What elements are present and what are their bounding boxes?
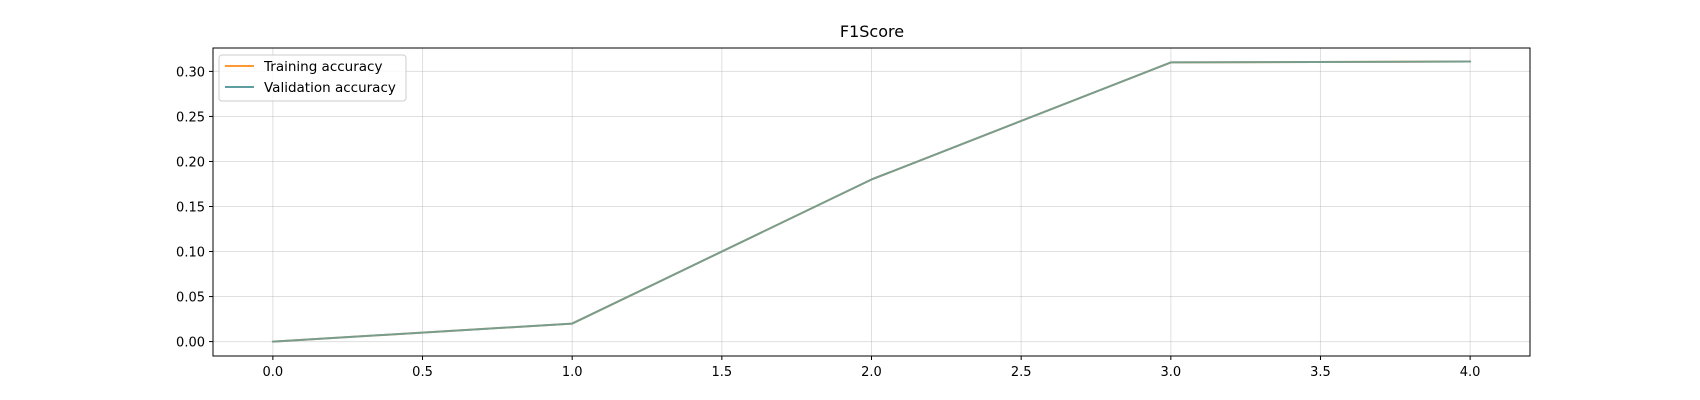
series-lines <box>271 60 1472 343</box>
y-axis: 0.00 0.05 0.10 0.15 0.20 0.25 0.30 <box>176 65 213 351</box>
legend-box <box>218 54 407 102</box>
chart-title: F1Score <box>840 22 904 41</box>
x-tick-label: 2.5 <box>1011 365 1032 380</box>
grid-lines <box>213 48 1530 356</box>
x-tick-label: 0.0 <box>263 365 284 380</box>
legend-label-training: Training accuracy <box>263 59 382 75</box>
y-tick-label: 0.20 <box>176 155 205 170</box>
legend: Training accuracy Validation accuracy <box>218 54 407 102</box>
x-tick-label: 1.5 <box>711 365 732 380</box>
y-tick-label: 0.05 <box>176 291 205 306</box>
x-tick-label: 3.0 <box>1160 365 1181 380</box>
y-tick-label: 0.30 <box>176 65 205 80</box>
x-tick-label: 0.5 <box>412 365 433 380</box>
x-tick-label: 2.0 <box>861 365 882 380</box>
y-tick-label: 0.00 <box>176 336 205 351</box>
x-tick-label: 4.0 <box>1460 365 1481 380</box>
x-tick-label: 3.5 <box>1310 365 1331 380</box>
x-tick-label: 1.0 <box>562 365 583 380</box>
x-axis: 0.0 0.5 1.0 1.5 2.0 2.5 3.0 3.5 4.0 <box>263 356 1481 380</box>
series-line-validation <box>271 60 1472 343</box>
y-tick-label: 0.10 <box>176 246 205 261</box>
y-tick-label: 0.15 <box>176 201 205 216</box>
y-tick-label: 0.25 <box>176 110 205 125</box>
legend-label-validation: Validation accuracy <box>264 80 396 96</box>
